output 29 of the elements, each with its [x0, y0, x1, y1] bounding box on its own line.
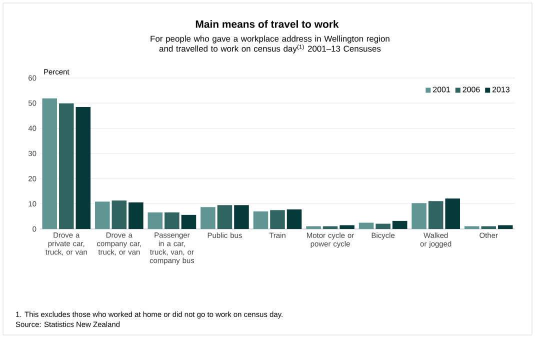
bar — [358, 222, 374, 229]
bar — [340, 225, 354, 229]
bar — [376, 224, 390, 229]
bar — [112, 200, 127, 229]
bar — [445, 198, 460, 229]
bar — [42, 98, 58, 229]
bar — [200, 207, 216, 229]
bar — [498, 225, 513, 229]
bar — [428, 201, 444, 229]
chart-subtitle: For people who gave a workplace address in Wellington region and travelled to work on census day$^{(1)}$ 2001–13 Censuses — [150, 36, 390, 54]
bar — [464, 226, 480, 229]
bar — [59, 103, 74, 229]
bar — [392, 220, 408, 229]
bar — [322, 226, 338, 229]
bar — [270, 210, 285, 229]
bar — [234, 205, 249, 229]
bar — [95, 202, 110, 229]
bar — [306, 226, 321, 229]
bar — [412, 203, 426, 229]
bar — [286, 209, 302, 229]
bar — [217, 205, 232, 229]
bar — [481, 226, 496, 229]
bar — [164, 212, 180, 229]
bar — [253, 211, 268, 229]
bar — [128, 202, 144, 229]
bar — [148, 212, 163, 229]
bar — [181, 214, 196, 229]
chart-title: Main means of travel to work — [196, 20, 339, 28]
bar — [76, 106, 91, 229]
